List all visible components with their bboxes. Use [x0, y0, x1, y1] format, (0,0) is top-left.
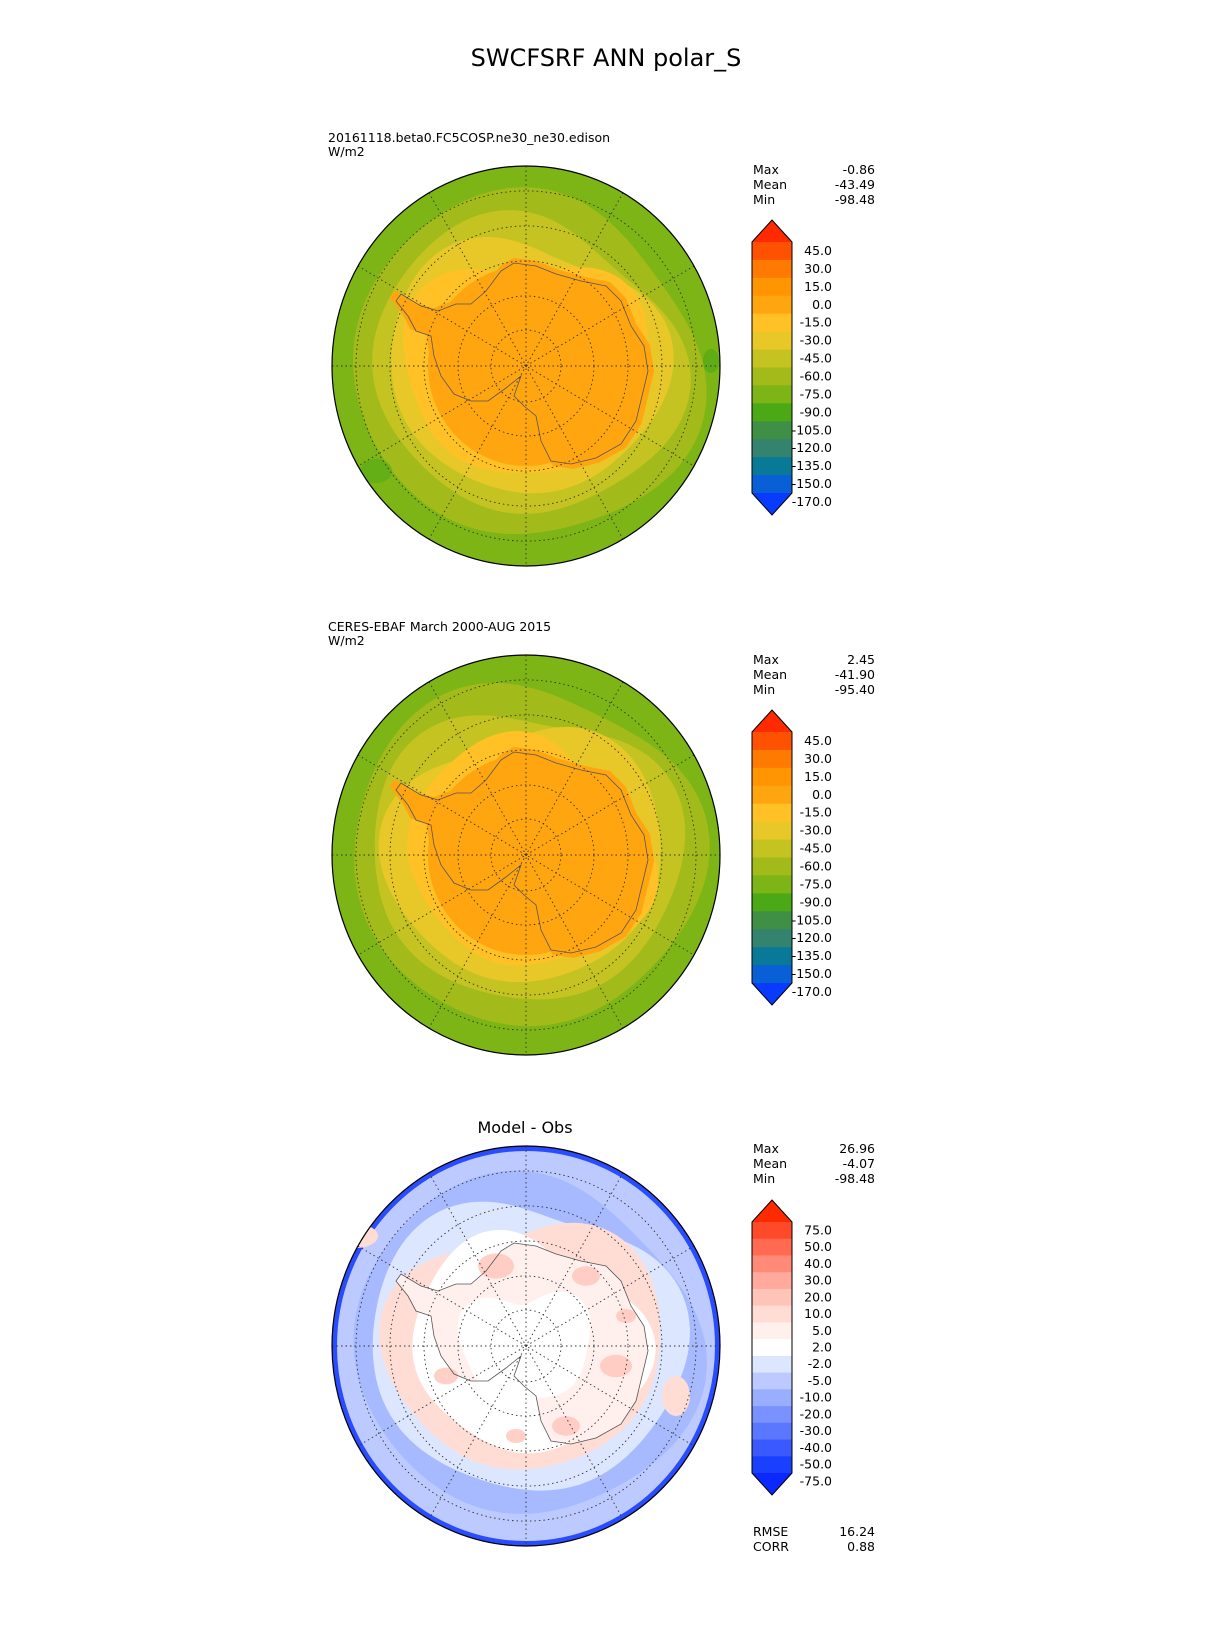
panel-3-title: Model - Obs [477, 1118, 573, 1137]
colorbar-tick-label: 15.0 [804, 279, 832, 294]
stat-corr: CORR 0.88 [753, 1539, 875, 1554]
colorbar-tick-label: 0.0 [812, 297, 832, 312]
colorbar-tick-label: 20.0 [804, 1289, 832, 1304]
stat-mean: Mean -43.49 [753, 177, 875, 192]
panel-1-title: 20161118.beta0.FC5COSP.ne30_ne30.edison … [328, 131, 610, 159]
colorbar-tick-label: -45.0 [800, 841, 832, 856]
panel-1-colorbar: 45.0 30.0 15.0 0.0 -15.0 -30.0 -45.0 -60.0 -75.0… [751, 219, 832, 516]
colorbar-tick-label: -75.0 [800, 386, 832, 401]
panel-1-stats: Max -0.86 Mean -43.49 Min -98.48 [753, 162, 875, 207]
colorbar-tick-label: 10.0 [804, 1306, 832, 1321]
colorbar-tick-label: -10.0 [800, 1390, 832, 1405]
colorbar-tick-label: 5.0 [812, 1323, 832, 1338]
colorbar-tick-label: -150.0 [792, 476, 832, 491]
colorbar-tick-label: -105.0 [792, 912, 832, 927]
colorbar-tick-label: -45.0 [800, 351, 832, 366]
colorbar-tick-label: 50.0 [804, 1239, 832, 1254]
colorbar-tick-label: 2.0 [812, 1340, 832, 1355]
stat-mean: Mean -4.07 [753, 1156, 875, 1171]
panel-2-polar-map [331, 654, 721, 1056]
panel-3-stats: Max 26.96 Mean -4.07 Min -98.48 [753, 1141, 875, 1186]
colorbar-tick-label: -30.0 [800, 823, 832, 838]
panel-2-title-line-1: CERES-EBAF March 2000-AUG 2015 [328, 619, 552, 634]
figure-title: SWCFSRF ANN polar_S [470, 44, 742, 72]
stat-min: Min -95.40 [753, 682, 875, 697]
colorbar-tick-label: -120.0 [792, 930, 832, 945]
panel-2-stats: Max 2.45 Mean -41.90 Min -95.40 [753, 652, 875, 697]
colorbar-tick-label: -40.0 [800, 1440, 832, 1455]
stat-min: Min -98.48 [753, 1171, 875, 1186]
colorbar-tick-label: -20.0 [800, 1406, 832, 1421]
colorbar-tick-label: -30.0 [800, 1423, 832, 1438]
stat-rmse: RMSE 16.24 [753, 1524, 875, 1539]
colorbar-tick-label: -15.0 [800, 315, 832, 330]
colorbar-tick-label: 45.0 [804, 733, 832, 748]
colorbar-tick-label: -75.0 [800, 1473, 832, 1488]
panel-3-colorbar: 75.0 50.0 40.0 30.020.0 10.0 5.0 2.0-2.0 -5.0 -1… [751, 1199, 832, 1496]
stat-max: Max 2.45 [753, 652, 875, 667]
colorbar-tick-label: 0.0 [812, 787, 832, 802]
colorbar-tick-label: 40.0 [804, 1256, 832, 1271]
colorbar-tick-label: 30.0 [804, 261, 832, 276]
colorbar-tick-label: -170.0 [792, 494, 832, 509]
colorbar-tick-label: 15.0 [804, 769, 832, 784]
colorbar-tick-label: -170.0 [792, 984, 832, 999]
colorbar-tick-label: -50.0 [800, 1457, 832, 1472]
panel-3-polar-map [331, 1145, 721, 1547]
colorbar-tick-label: 30.0 [804, 1273, 832, 1288]
colorbar-tick-label: -5.0 [808, 1373, 832, 1388]
colorbar-tick-label: -75.0 [800, 876, 832, 891]
panel-3-error-stats: RMSE 16.24 CORR 0.88 [753, 1524, 875, 1554]
colorbar-tick-label: -90.0 [800, 894, 832, 909]
stat-max: Max -0.86 [753, 162, 875, 177]
colorbar-tick-label: -135.0 [792, 948, 832, 963]
panel-2-title: CERES-EBAF March 2000-AUG 2015 W/m2 [328, 620, 551, 648]
colorbar-tick-label: -90.0 [800, 404, 832, 419]
panel-1-polar-map [331, 165, 721, 567]
colorbar-tick-label: -60.0 [800, 368, 832, 383]
panel-2-units: W/m2 [328, 633, 365, 648]
colorbar-tick-label: -30.0 [800, 333, 832, 348]
colorbar-tick-label: -135.0 [792, 458, 832, 473]
colorbar-tick-label: -2.0 [808, 1356, 832, 1371]
colorbar-tick-label: 75.0 [804, 1222, 832, 1237]
colorbar-tick-label: -120.0 [792, 440, 832, 455]
colorbar-tick-label: -60.0 [800, 858, 832, 873]
stat-mean: Mean -41.90 [753, 667, 875, 682]
stat-min: Min -98.48 [753, 192, 875, 207]
colorbar-tick-label: -15.0 [800, 805, 832, 820]
panel-1-units: W/m2 [328, 144, 365, 159]
stat-max: Max 26.96 [753, 1141, 875, 1156]
colorbar-tick-label: -105.0 [792, 422, 832, 437]
colorbar-tick-label: -150.0 [792, 966, 832, 981]
panel-1-title-line-1: 20161118.beta0.FC5COSP.ne30_ne30.edison [328, 130, 611, 145]
colorbar-tick-label: 45.0 [804, 243, 832, 258]
colorbar-tick-label: 30.0 [804, 751, 832, 766]
panel-2-colorbar: 45.0 30.0 15.0 0.0 -15.0 -30.0 -45.0 -60.0 -75.0… [751, 709, 832, 1006]
